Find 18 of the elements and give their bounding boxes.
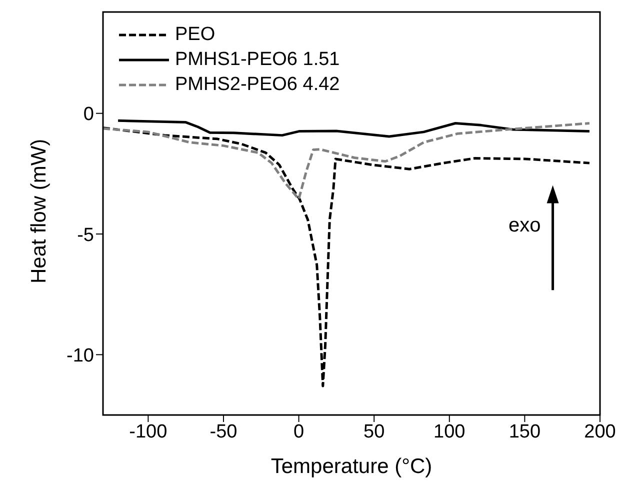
y-tick-label: -10 bbox=[66, 345, 94, 366]
x-tick-label: 50 bbox=[364, 421, 385, 442]
legend-label: PEO bbox=[175, 23, 216, 47]
line-series bbox=[116, 119, 591, 138]
x-tick-label: -50 bbox=[210, 421, 238, 442]
x-tick-label: -100 bbox=[129, 421, 168, 442]
y-tick-label: 0 bbox=[83, 104, 94, 126]
annotation: exo bbox=[508, 214, 541, 237]
y-tick-label: -5 bbox=[77, 224, 94, 246]
x-axis-title: Temperature (°C) bbox=[270, 455, 432, 478]
x-tick-label: 200 bbox=[584, 421, 616, 442]
legend-label: PMHS1-PEO6 1.51 bbox=[175, 48, 340, 72]
x-tick-label: 0 bbox=[294, 421, 304, 442]
x-tick-label: 100 bbox=[434, 421, 466, 442]
legend-label: PMHS2-PEO6 4.42 bbox=[175, 73, 340, 97]
y-axis-title: Heat flow (mW) bbox=[27, 138, 50, 284]
x-tick-label: 150 bbox=[508, 421, 541, 442]
line-series bbox=[103, 122, 591, 200]
